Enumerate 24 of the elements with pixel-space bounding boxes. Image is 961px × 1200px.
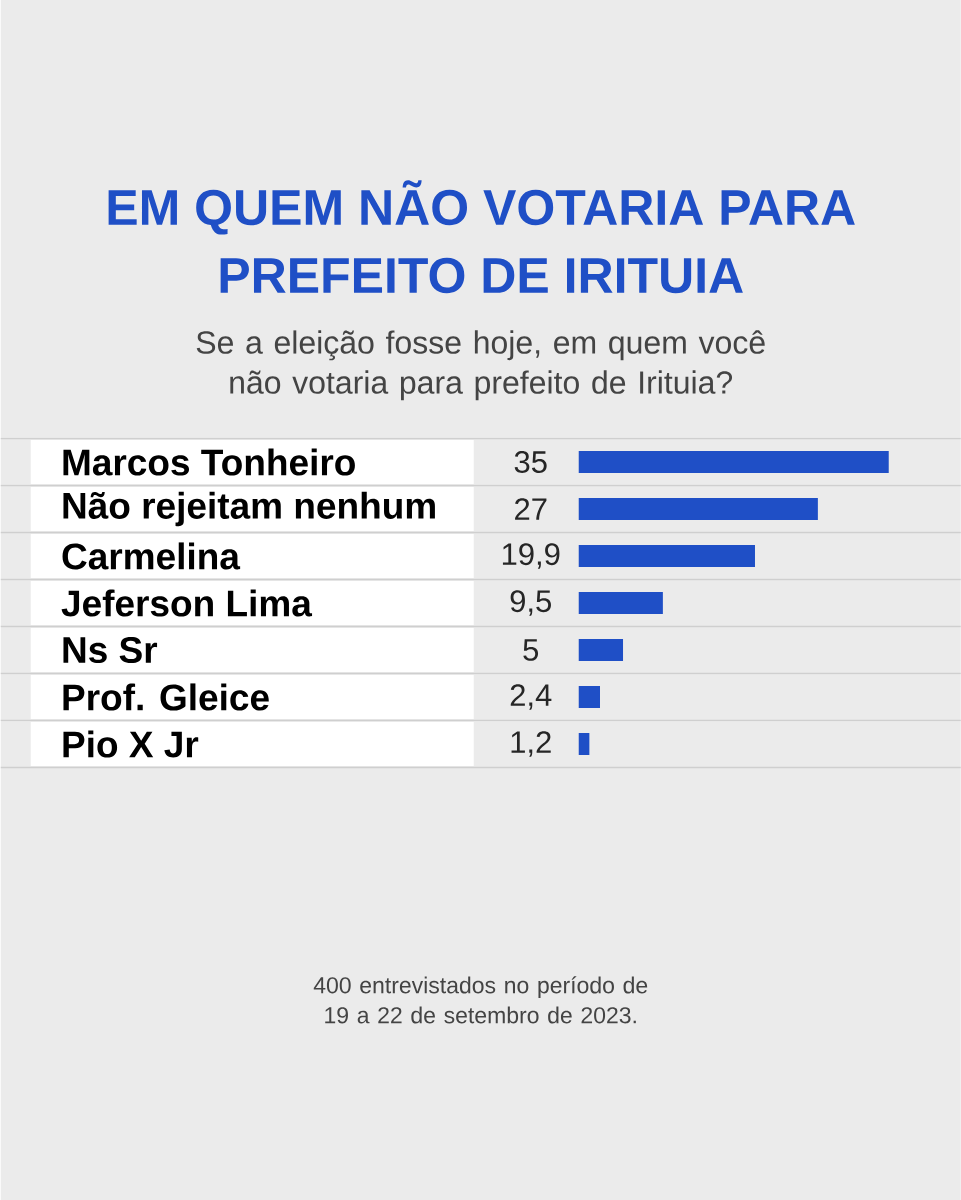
data-label: 1,2 <box>511 731 551 757</box>
y-tick-label: Prof. Gleice <box>63 683 269 711</box>
y-tick-label: Pio X Jr <box>63 730 198 758</box>
text: 400 entrevistados no período de 19 a 22 de setembro de 2023. <box>313 976 647 1024</box>
data-label: 27 <box>514 498 547 520</box>
chart-title: EM QUEM NÃO VOTARIA PARA PREFEITO DE IRITUIA <box>108 180 855 294</box>
chart-subtitle: Se a eleição fosse hoje, em quem você não votaria para prefeito de Irituia? <box>196 330 765 401</box>
bar <box>578 545 755 567</box>
bar <box>578 686 600 708</box>
y-tick-label: Marcos Tonheiro <box>63 448 355 476</box>
y-tick-label: Não rejeitam nenhum <box>63 491 435 527</box>
y-tick-label: Carmelina <box>62 542 240 570</box>
bar <box>578 451 889 473</box>
bar <box>578 639 623 661</box>
data-label: 5 <box>523 639 538 661</box>
y-tick-label: Jeferson Lima <box>61 589 312 617</box>
bar <box>578 592 663 614</box>
bar <box>578 733 590 755</box>
data-label: 35 <box>514 451 547 473</box>
data-label: 9,5 <box>510 590 551 616</box>
bar <box>578 498 818 520</box>
data-label: 19,9 <box>502 543 560 569</box>
data-label: 2,4 <box>510 684 552 710</box>
y-tick-label: Ns Sr <box>63 636 157 664</box>
